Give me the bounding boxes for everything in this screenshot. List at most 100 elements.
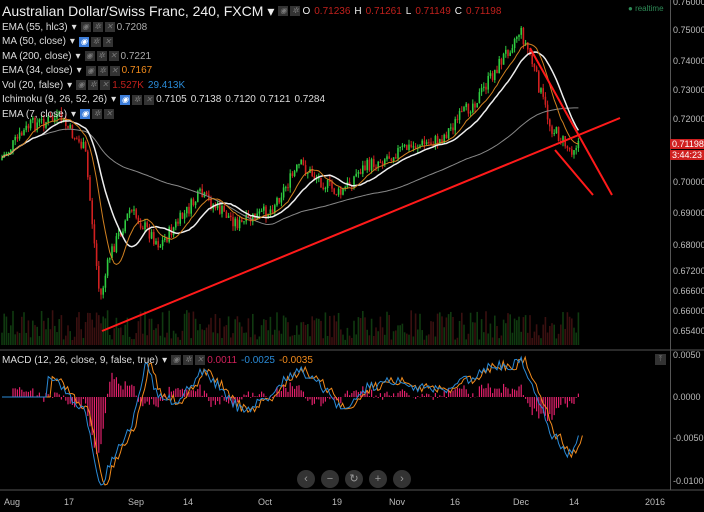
channel-upper-line[interactable]: [529, 47, 613, 196]
macd-histogram-bar: [96, 397, 98, 455]
eye-icon[interactable]: ◉: [278, 6, 289, 16]
candle: [518, 34, 520, 38]
macd-histogram-bar: [250, 397, 252, 398]
eye-icon[interactable]: ◉: [84, 51, 95, 62]
volume-bar: [267, 330, 269, 345]
volume-bar: [219, 318, 221, 345]
candle: [304, 165, 307, 174]
candle: [370, 159, 373, 171]
zoom-out-button[interactable]: −: [321, 470, 339, 488]
candle: [313, 176, 316, 179]
close-icon[interactable]: ✕: [104, 109, 115, 120]
volume-bar: [489, 323, 492, 345]
candle: [38, 119, 41, 123]
price-tick: 0.74000: [673, 56, 704, 66]
macd-histogram-bar: [401, 389, 403, 397]
candle: [551, 126, 553, 134]
macd-histogram-bar: [500, 392, 502, 397]
macd-histogram-bar: [203, 390, 205, 397]
gear-icon[interactable]: ✲: [88, 80, 99, 91]
macd-histogram-bar: [78, 397, 80, 404]
scroll-left-button[interactable]: ‹: [297, 470, 315, 488]
volume-bar: [91, 319, 93, 345]
gear-icon[interactable]: ✲: [132, 94, 143, 105]
volume-bar: [560, 324, 562, 345]
gear-icon[interactable]: ✲: [92, 22, 103, 33]
maximize-pane-icon[interactable]: ⤒: [655, 354, 666, 365]
macd-histogram-bar: [428, 394, 430, 397]
volume-bar: [353, 320, 355, 345]
scroll-right-button[interactable]: ›: [393, 470, 411, 488]
volume-bar: [150, 318, 153, 345]
close-icon[interactable]: ✕: [100, 80, 111, 91]
eye-icon[interactable]: ◉: [85, 65, 96, 76]
candle: [241, 220, 243, 222]
candle: [150, 232, 153, 239]
eye-icon[interactable]: ◉: [76, 80, 87, 91]
candle: [84, 142, 87, 152]
candle: [60, 111, 63, 123]
volume-bar: [377, 331, 379, 345]
volume-bar: [49, 329, 52, 345]
eye-icon[interactable]: ◉: [120, 94, 131, 105]
volume-bar: [432, 321, 434, 345]
candle: [491, 73, 494, 80]
gear-icon[interactable]: ✲: [290, 6, 301, 16]
volume-bar: [445, 317, 448, 345]
candle: [73, 137, 76, 139]
macd-histogram-bar: [470, 397, 472, 398]
macd-histogram-bar: [483, 388, 485, 397]
indicator-row: Ichimoku (9, 26, 52, 26) ▾ ◉ ✲ ✕ 0.7105 0.713…: [2, 94, 326, 106]
macd-histogram-bar: [124, 381, 126, 397]
candle: [65, 117, 67, 126]
macd-histogram-bar: [228, 397, 230, 404]
macd-histogram-bar: [208, 397, 210, 402]
close-icon[interactable]: ✕: [102, 36, 113, 47]
candle: [161, 240, 164, 247]
volume-bar: [282, 315, 285, 345]
channel-lower-line[interactable]: [554, 149, 594, 196]
close-icon[interactable]: ✕: [104, 22, 115, 33]
macd-histogram-bar: [126, 385, 128, 397]
volume-bar: [216, 333, 219, 345]
eye-icon[interactable]: ◉: [80, 22, 91, 33]
volume-bar: [397, 325, 399, 345]
candle: [410, 144, 412, 147]
close-icon[interactable]: ✕: [195, 355, 206, 366]
gear-icon[interactable]: ✲: [97, 65, 108, 76]
support-trendline[interactable]: [101, 117, 621, 332]
volume-bar: [201, 329, 203, 345]
candle: [54, 118, 56, 121]
gear-icon[interactable]: ✲: [92, 109, 103, 120]
close-icon[interactable]: ✕: [144, 94, 155, 105]
symbol-title[interactable]: Australian Dollar/Swiss Franc, 240, FXCM: [2, 3, 264, 19]
volume-bar: [443, 327, 445, 345]
candle: [375, 166, 377, 168]
candle: [425, 142, 428, 145]
macd-histogram-bar: [63, 395, 65, 397]
volume-bar: [461, 312, 463, 345]
gear-icon[interactable]: ✲: [90, 36, 101, 47]
volume-bar: [518, 316, 520, 345]
volume-bar: [406, 333, 408, 345]
gear-icon[interactable]: ✲: [183, 355, 194, 366]
zoom-in-button[interactable]: +: [369, 470, 387, 488]
reset-button[interactable]: ↻: [345, 470, 363, 488]
time-tick: 17: [64, 497, 75, 507]
close-icon[interactable]: ✕: [109, 65, 120, 76]
price-axis[interactable]: [670, 0, 704, 490]
macd-legend: MACD (12, 26, close, 9, false, true) ▾ ◉ ✲…: [2, 354, 313, 366]
macd-histogram-bar: [232, 397, 234, 408]
candle: [137, 217, 140, 224]
close-icon[interactable]: ✕: [108, 51, 119, 62]
macd-histogram-bar: [283, 384, 285, 397]
eye-icon[interactable]: ◉: [80, 109, 91, 120]
macd-histogram-bar: [19, 387, 21, 397]
macd-histogram-bar: [278, 391, 280, 397]
eye-icon[interactable]: ◉: [171, 355, 182, 366]
candle: [142, 227, 144, 230]
gear-icon[interactable]: ✲: [96, 51, 107, 62]
eye-icon[interactable]: ◉: [78, 36, 89, 47]
candle: [78, 139, 80, 142]
